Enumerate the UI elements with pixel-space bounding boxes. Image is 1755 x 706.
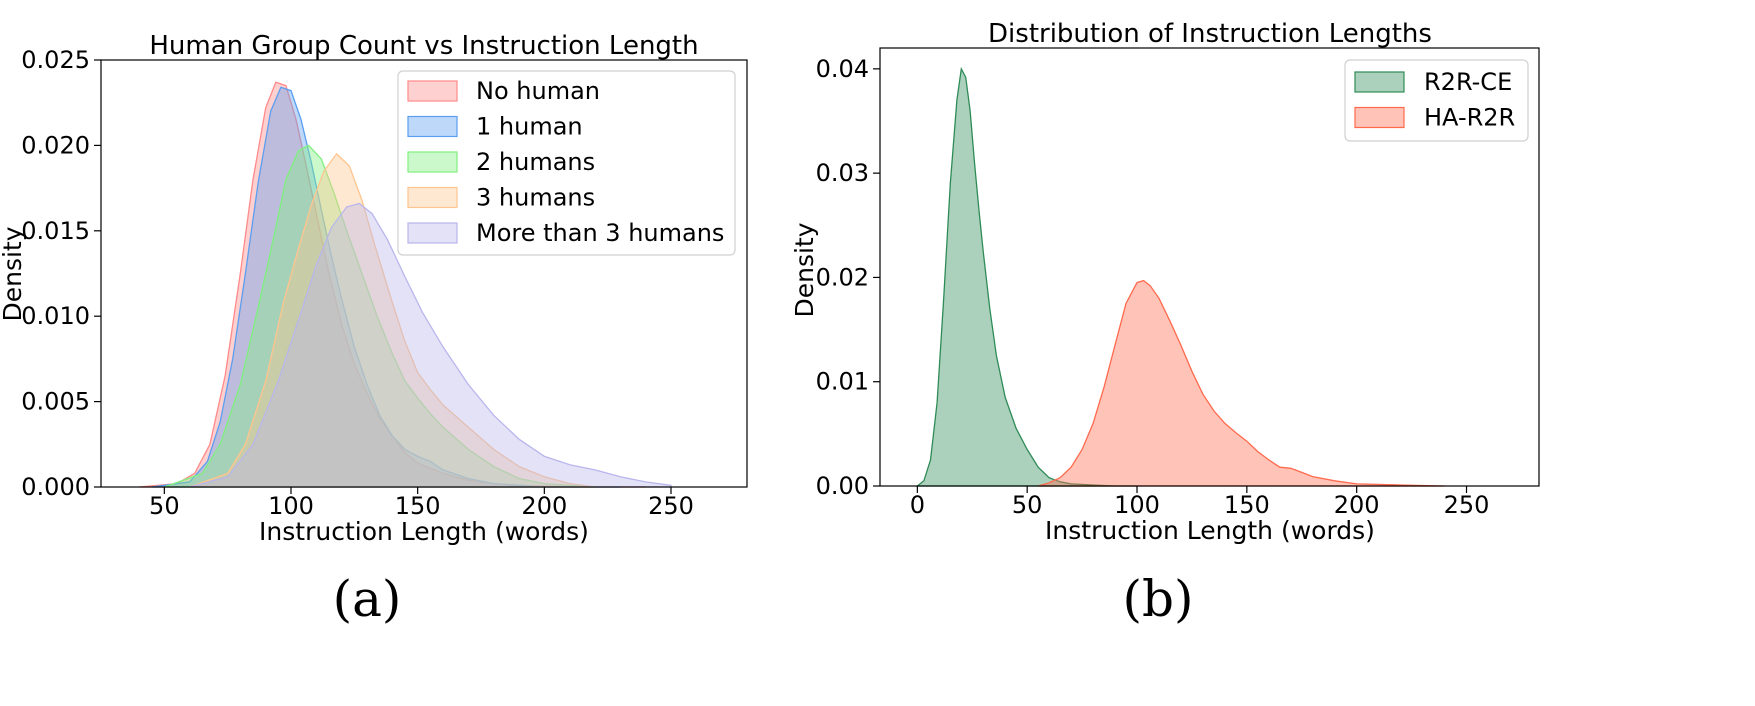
axes-frame-b xyxy=(879,47,1540,487)
y-tick-label: 0.015 xyxy=(21,217,90,245)
x-axis-label-b: Instruction Length (words) xyxy=(1045,516,1375,545)
y-tick-label: 0.005 xyxy=(21,388,90,416)
x-tick-label: 250 xyxy=(1444,491,1490,519)
y-axis-label-b: Density xyxy=(790,222,819,317)
legend-label: More than 3 humans xyxy=(476,219,724,247)
x-tick-label: 200 xyxy=(1334,491,1380,519)
x-tick-label: 50 xyxy=(1012,491,1043,519)
legend-swatch xyxy=(407,151,458,173)
series-layer-a xyxy=(138,81,672,488)
series-area-b-2 xyxy=(1038,279,1445,487)
series-area-a-2 xyxy=(151,86,621,488)
chart-title-b: Distribution of Instruction Lengths xyxy=(988,19,1432,49)
x-ticks-a: 50 100 150 200 250 xyxy=(149,487,694,520)
series-area-b-1 xyxy=(915,66,1137,487)
legend-label: 3 humans xyxy=(476,184,595,212)
chart-panel-b: 0 50 100 150 200 250 0.00 0.01 0.02 0.03 0.04 Dis… xyxy=(790,19,1540,628)
y-tick-label: 0.000 xyxy=(21,473,90,501)
x-tick-label: 0 xyxy=(910,491,925,519)
series-area-a-5 xyxy=(189,202,672,488)
chart-panel-a: 50 100 150 200 250 0.000 0.005 0.010 0.015 0.020… xyxy=(0,31,748,628)
x-tick-label: 250 xyxy=(648,492,694,520)
legend-label: R2R-CE xyxy=(1424,68,1512,96)
legend-a: No human 1 human 2 humans 3 humans More than… xyxy=(397,70,736,256)
x-tick-label: 100 xyxy=(268,492,314,520)
series-layer-b xyxy=(915,66,1445,487)
panel-caption-a: (a) xyxy=(333,570,402,628)
x-tick-label: 100 xyxy=(1114,491,1160,519)
x-axis-label-a: Instruction Length (words) xyxy=(259,517,589,546)
legend-swatch xyxy=(1354,106,1405,129)
y-tick-label: 0.00 xyxy=(816,472,869,500)
legend-frame-b xyxy=(1344,59,1529,142)
y-tick-label: 0.04 xyxy=(816,55,869,83)
x-tick-label: 50 xyxy=(149,492,180,520)
chart-title-a: Human Group Count vs Instruction Length xyxy=(149,31,698,61)
y-ticks-a: 0.000 0.005 0.010 0.015 0.020 0.025 xyxy=(21,46,101,501)
legend-label: 1 human xyxy=(476,113,583,141)
x-ticks-b: 0 50 100 150 200 250 xyxy=(910,486,1490,519)
legend-swatch xyxy=(407,80,458,102)
legend-items-a: No human 1 human 2 humans 3 humans More than… xyxy=(407,77,724,247)
legend-label: HA-R2R xyxy=(1424,104,1515,132)
y-tick-label: 0.010 xyxy=(21,302,90,330)
y-tick-label: 0.025 xyxy=(21,46,90,74)
legend-label: No human xyxy=(476,77,600,105)
legend-swatch xyxy=(1354,71,1405,93)
y-axis-label-a: Density xyxy=(0,226,27,321)
x-tick-label: 200 xyxy=(521,492,567,520)
y-ticks-b: 0.00 0.01 0.02 0.03 0.04 xyxy=(816,55,880,500)
x-tick-label: 150 xyxy=(1224,491,1270,519)
y-tick-label: 0.02 xyxy=(816,263,869,291)
legend-items-b: R2R-CE HA-R2R xyxy=(1354,68,1515,132)
legend-swatch xyxy=(407,115,458,138)
legend-b: R2R-CE HA-R2R xyxy=(1344,59,1529,142)
legend-swatch xyxy=(407,186,458,209)
y-tick-label: 0.01 xyxy=(816,368,869,396)
series-area-a-4 xyxy=(189,152,596,488)
series-area-a-3 xyxy=(164,144,596,488)
legend-frame-a xyxy=(397,70,736,256)
y-tick-label: 0.03 xyxy=(816,159,869,187)
x-tick-label: 150 xyxy=(395,492,441,520)
y-tick-label: 0.020 xyxy=(21,131,90,159)
panel-caption-b: (b) xyxy=(1122,570,1193,628)
legend-swatch xyxy=(407,222,458,244)
axes-frame-a xyxy=(100,59,748,488)
legend-label: 2 humans xyxy=(476,148,595,176)
